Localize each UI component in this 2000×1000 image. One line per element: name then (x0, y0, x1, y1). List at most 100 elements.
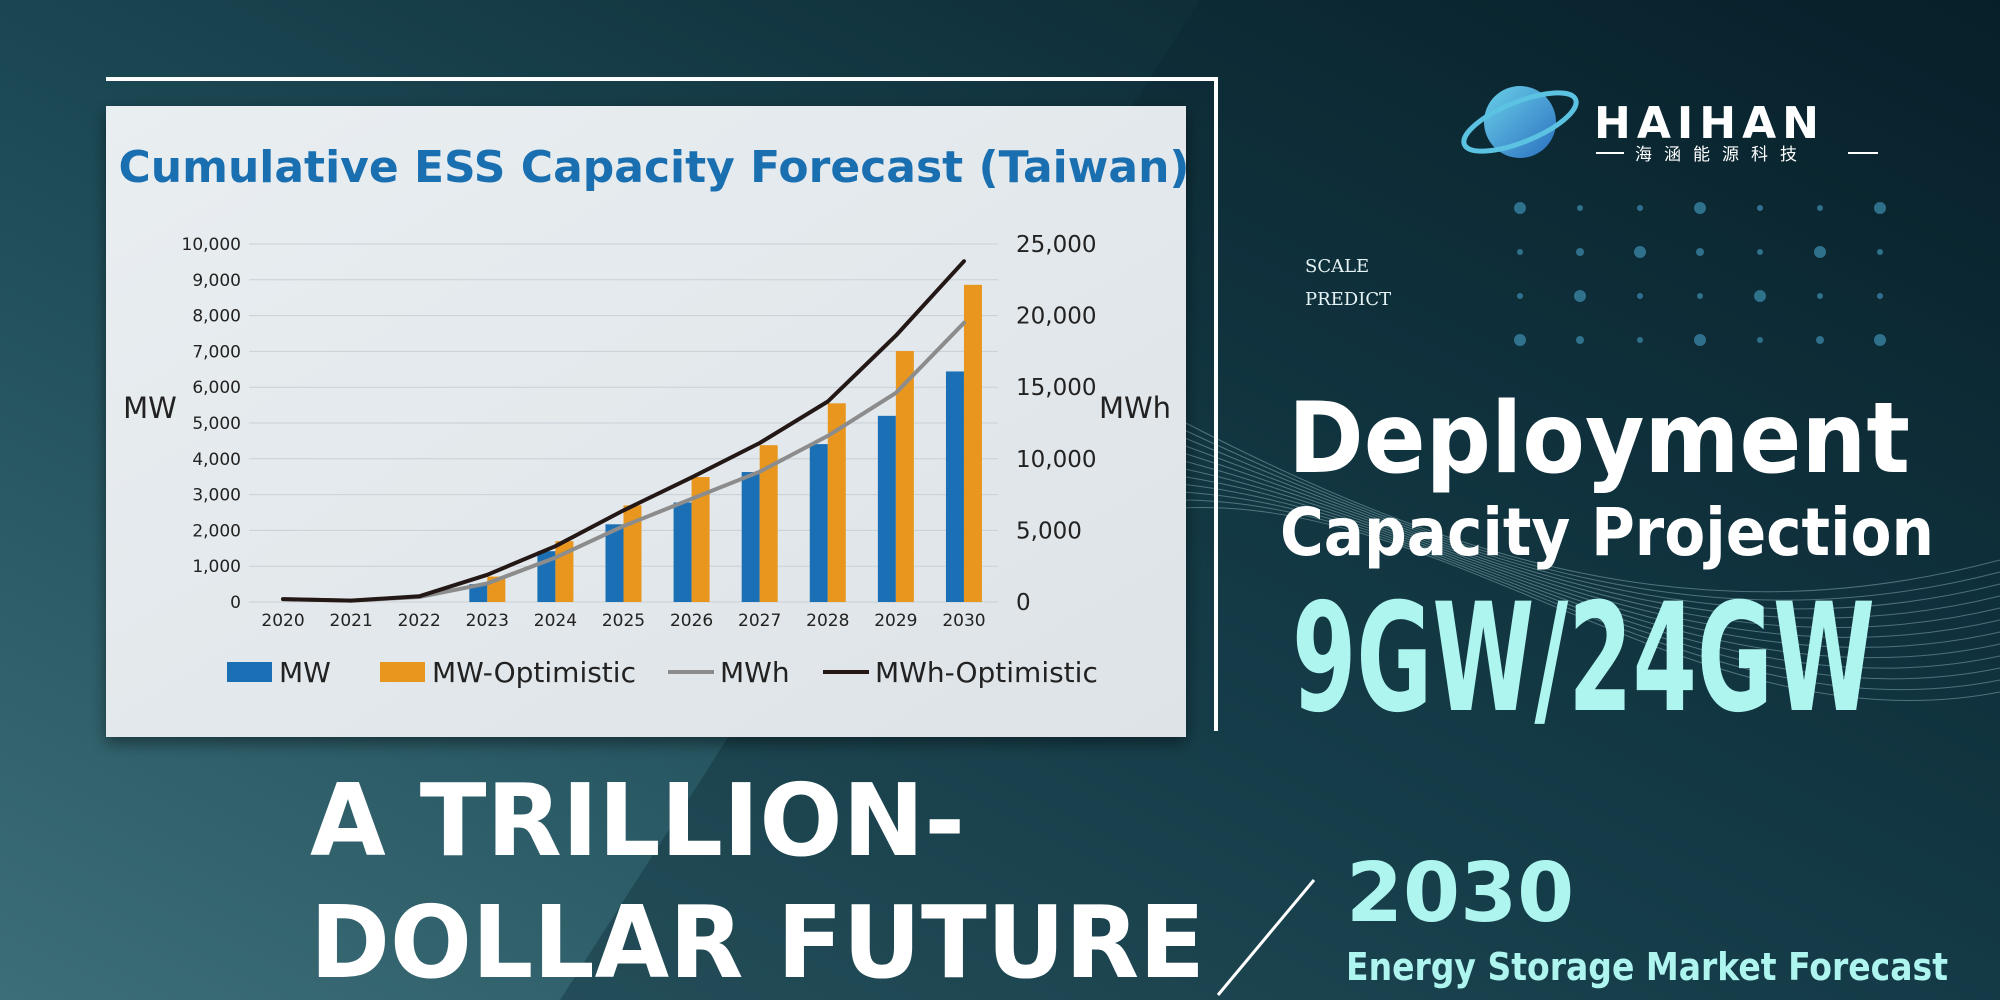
logo-ring (1461, 90, 1579, 154)
bar (895, 351, 914, 602)
y-tick-label: 4,000 (192, 450, 241, 470)
year: 2030 (1346, 846, 1574, 941)
caption: Energy Storage Market Forecast (1346, 945, 1948, 989)
x-tick-label: 2030 (942, 611, 985, 631)
y2-tick-label: 25,000 (1016, 232, 1096, 258)
decor-dot (1514, 334, 1526, 346)
frame (106, 77, 1218, 731)
logo-globe (1484, 86, 1556, 158)
y-axis-title: MW (123, 391, 177, 425)
chart-title: Cumulative ESS Capacity Forecast (Taiwan… (118, 142, 1189, 193)
x-tick-label: 2027 (738, 611, 781, 631)
y-tick-label: 3,000 (192, 486, 241, 506)
decor-dot (1877, 293, 1883, 299)
bar (809, 444, 828, 602)
bar (759, 445, 778, 602)
x-tick-label: 2028 (806, 611, 849, 631)
y2-tick-label: 0 (1016, 590, 1031, 616)
x-tick-label: 2025 (602, 611, 645, 631)
x-tick-label: 2026 (670, 611, 713, 631)
y2-tick-label: 20,000 (1016, 304, 1096, 330)
legend-label: MW-Optimistic (432, 656, 636, 689)
wave-line (1179, 427, 2000, 601)
wave-lines (1179, 419, 2000, 702)
decor-dot (1757, 249, 1763, 255)
decor-dot (1576, 336, 1584, 344)
legend-label: MWh-Optimistic (875, 656, 1098, 689)
x-tick-label: 2029 (874, 611, 917, 631)
heading: Deployment (1288, 382, 1910, 496)
y-tick-label: 2,000 (192, 521, 241, 541)
decor-dot (1514, 202, 1526, 214)
bar (605, 524, 624, 602)
decor-dot (1816, 336, 1824, 344)
y-tick-label: 7,000 (192, 342, 241, 362)
plot: 0 1,000 2,000 3,000 4,000 5,000 6,000 7,000 8,00… (182, 232, 1098, 689)
x-tick-label: 2024 (534, 611, 577, 631)
wave-line (1179, 435, 2000, 610)
decor-dot (1874, 334, 1886, 346)
y-tick-label: 5,000 (192, 414, 241, 434)
highlight: 9GW/24GW (1292, 572, 1875, 746)
tag: PREDICT (1305, 289, 1391, 310)
bar (963, 284, 982, 602)
y2-tick-label: 5,000 (1016, 518, 1082, 544)
bar (623, 505, 642, 602)
wave-line (1179, 451, 2000, 628)
bar (827, 403, 846, 602)
slogan: DOLLAR FUTURE (310, 884, 1205, 1000)
y-tick-label: 8,000 (192, 307, 241, 327)
brand-subtitle: 海涵能源科技 (1635, 145, 1809, 165)
divider (1216, 879, 1316, 996)
y-tick-label: 6,000 (192, 378, 241, 398)
wave-line (1179, 475, 2000, 659)
y2-tick-label: 15,000 (1016, 375, 1096, 401)
decor-dot (1517, 249, 1523, 255)
y-tick-label: 9,000 (192, 271, 241, 291)
y2-axis-title: MWh (1099, 391, 1171, 425)
bar (945, 371, 964, 602)
bar (741, 472, 760, 602)
x-tick-label: 2021 (330, 611, 373, 631)
wave-line (1179, 483, 2000, 669)
y2-tick-label: 10,000 (1016, 447, 1096, 473)
wave-line (1179, 467, 2000, 648)
decor-dot (1817, 293, 1823, 299)
y-tick-label: 10,000 (182, 235, 241, 255)
decor-dot (1637, 205, 1643, 211)
decor-dot (1696, 248, 1704, 256)
decor-dot (1697, 293, 1703, 299)
decor-dot (1637, 337, 1643, 343)
decor-dot (1694, 334, 1706, 346)
subheading: Capacity Projection (1280, 494, 1934, 571)
decor-dot (1814, 246, 1826, 258)
bar (691, 477, 710, 602)
decor-dot (1574, 290, 1586, 302)
decor-dot (1576, 248, 1584, 256)
decor-dot (1634, 246, 1646, 258)
decor-dot (1757, 205, 1763, 211)
chart-panel (106, 106, 1186, 737)
wave-line (1179, 443, 2000, 619)
legend-label: MW (279, 656, 331, 689)
dot-pattern (1514, 202, 1886, 346)
x-tick-label: 2020 (261, 611, 304, 631)
decor-dot (1577, 205, 1583, 211)
bar (877, 415, 896, 602)
x-tick-label: 2022 (398, 611, 441, 631)
decor-dot (1817, 205, 1823, 211)
decor-dot (1694, 202, 1706, 214)
decor-dot (1757, 337, 1763, 343)
decor-dot (1754, 290, 1766, 302)
y-tick-label: 0 (230, 593, 241, 613)
bar (673, 502, 692, 602)
decor-dot (1637, 293, 1643, 299)
legend-label: MWh (720, 656, 790, 689)
line (281, 259, 966, 603)
slogan: A TRILLION- (310, 762, 965, 879)
wave-line (1179, 491, 2000, 680)
x-tick-label: 2023 (466, 611, 509, 631)
decor-dot (1874, 202, 1886, 214)
decor-dot (1877, 249, 1883, 255)
